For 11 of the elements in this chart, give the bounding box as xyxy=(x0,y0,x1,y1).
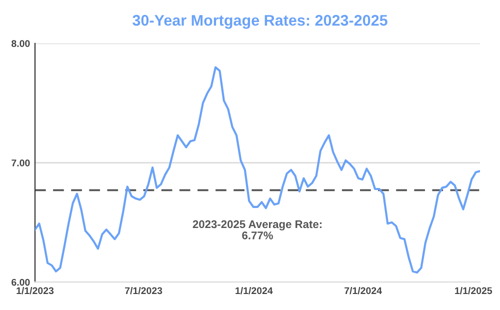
x-tick-label: 7/1/2023 xyxy=(125,286,162,294)
y-tick-label: 7.00 xyxy=(12,159,30,166)
line-series xyxy=(35,66,480,274)
x-tick-label: 1/1/2023 xyxy=(16,286,54,294)
y-tick-label: 8.00 xyxy=(12,40,30,48)
x-tick-label: 1/1/2025 xyxy=(455,286,492,294)
x-tick-label: 1/1/2024 xyxy=(236,286,273,294)
y-tick-label: 6.00 xyxy=(12,278,30,286)
x-tick-label: 7/1/2024 xyxy=(344,286,382,294)
chart-title: 30-Year Mortgage Rates: 2023-2025 xyxy=(132,14,388,29)
ref-line-label: 2023-2025 Average Rate: 6.77% xyxy=(192,220,322,240)
